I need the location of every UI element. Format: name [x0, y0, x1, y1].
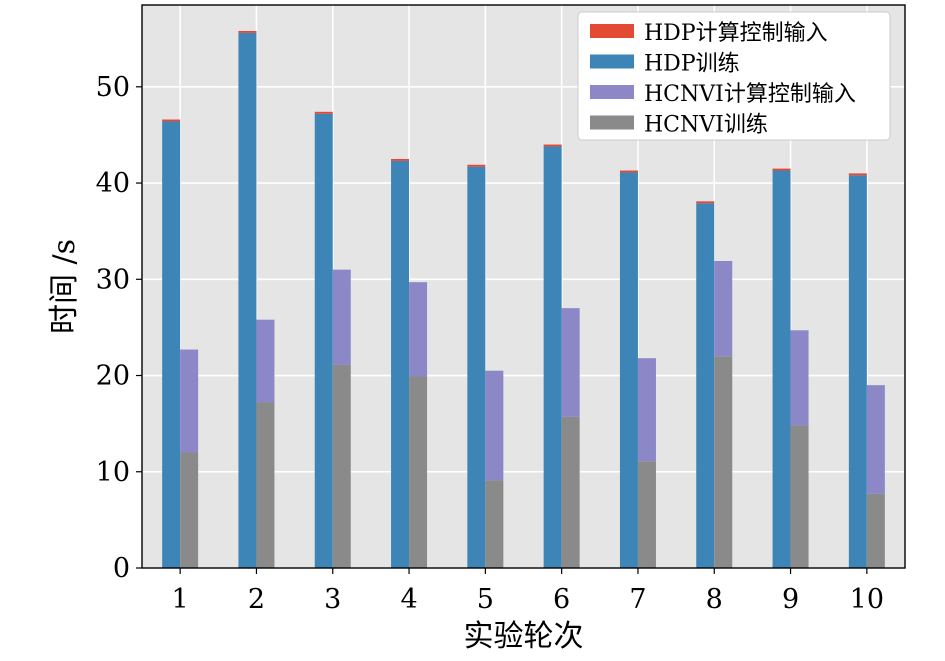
bar-hcnvi-3 — [332, 364, 351, 568]
bar-hdp-2 — [238, 30, 257, 33]
x-tick-label: 3 — [324, 584, 341, 615]
bar-hcnvi-8 — [714, 356, 733, 568]
legend-label: HDP计算控制输入 — [644, 21, 828, 46]
y-tick-label: 0 — [113, 553, 130, 584]
legend-label: HCNVI训练 — [644, 113, 768, 138]
legend: HDP计算控制输入 HDP训练 HCNVI计算控制输入 HCNVI训练 — [577, 11, 891, 141]
x-tick-label: 6 — [553, 584, 570, 615]
bar-hcnvi-5 — [485, 370, 504, 481]
y-tick-label: 40 — [96, 168, 130, 199]
bar-hdp-9 — [772, 170, 791, 569]
x-tick-label: 1 — [172, 584, 189, 615]
x-tick-label: 8 — [706, 584, 723, 615]
bar-hdp-6 — [543, 144, 562, 147]
bar-hcnvi-10 — [866, 493, 885, 568]
y-axis-title: 时间 /s — [47, 239, 82, 334]
bar-hdp-7 — [619, 172, 638, 568]
ticks: 0 10 20 30 40 50 1 2 3 4 5 6 7 8 9 10 — [96, 72, 884, 615]
bar-hcnvi-2 — [256, 319, 275, 403]
legend-swatch — [590, 85, 634, 99]
bar-hcnvi-1 — [180, 349, 199, 453]
legend-label: HCNVI计算控制输入 — [644, 82, 856, 107]
legend-box — [577, 11, 891, 141]
bar-hdp-4 — [391, 158, 410, 161]
bar-hcnvi-2 — [256, 402, 275, 568]
bar-hcnvi-6 — [561, 416, 580, 568]
bar-hdp-2 — [238, 32, 257, 568]
y-tick-label: 20 — [96, 361, 130, 392]
bar-hdp-4 — [391, 160, 410, 568]
bar-hdp-7 — [619, 170, 638, 173]
x-tick-label: 9 — [782, 584, 799, 615]
bar-hcnvi-5 — [485, 480, 504, 568]
bar-hdp-1 — [162, 119, 181, 122]
bar-hdp-9 — [772, 168, 791, 171]
x-tick-label: 5 — [477, 584, 494, 615]
bar-hdp-8 — [696, 203, 715, 568]
y-tick-label: 50 — [96, 72, 130, 103]
bar-hdp-8 — [696, 201, 715, 204]
bar-hcnvi-4 — [409, 376, 428, 568]
x-tick-label: 4 — [400, 584, 417, 615]
x-tick-label: 2 — [248, 584, 265, 615]
y-tick-label: 10 — [96, 457, 130, 488]
bar-hdp-10 — [848, 175, 867, 569]
bar-hcnvi-3 — [332, 269, 351, 365]
legend-swatch — [590, 24, 634, 38]
bar-hdp-5 — [467, 166, 486, 568]
x-tick-label: 10 — [850, 584, 884, 615]
bar-hcnvi-10 — [866, 385, 885, 494]
legend-label: HDP训练 — [644, 52, 740, 77]
bars — [162, 30, 885, 569]
legend-swatch — [590, 115, 634, 130]
bar-hcnvi-1 — [180, 452, 199, 568]
bar-hcnvi-7 — [637, 358, 656, 462]
x-tick-label: 7 — [629, 584, 646, 615]
bar-hdp-5 — [467, 164, 486, 167]
legend-swatch — [590, 54, 634, 69]
bar-hdp-3 — [314, 113, 333, 568]
axes — [141, 4, 906, 569]
axes-frame — [141, 4, 906, 569]
bar-hcnvi-8 — [714, 260, 733, 357]
bar-hdp-3 — [314, 111, 333, 114]
x-axis-title: 实验轮次 — [464, 619, 584, 654]
bar-hcnvi-7 — [637, 461, 656, 568]
bar-hcnvi-9 — [790, 330, 809, 426]
y-tick-label: 30 — [96, 264, 130, 295]
bar-hdp-6 — [543, 146, 562, 568]
bar-hcnvi-9 — [790, 425, 809, 568]
bar-hdp-10 — [848, 173, 867, 176]
bar-hdp-1 — [162, 121, 181, 568]
bar-hcnvi-4 — [409, 282, 428, 377]
bar-hcnvi-6 — [561, 308, 580, 417]
